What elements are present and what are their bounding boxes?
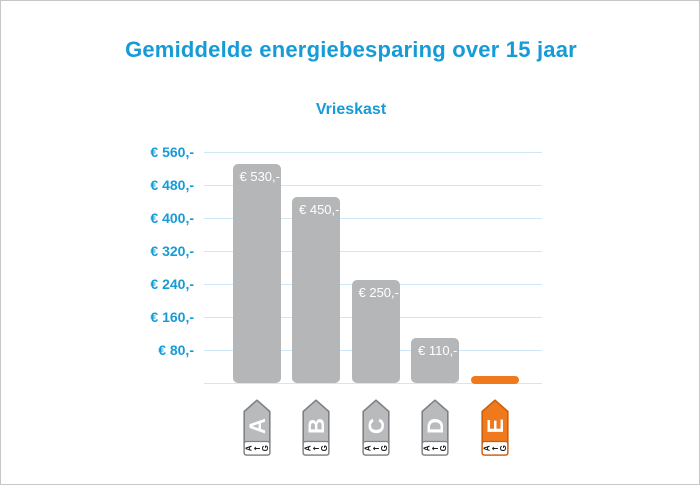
gridline — [204, 251, 542, 252]
energy-tag-icon: B A ← G — [302, 399, 330, 456]
bar-value-label: € 530,- — [239, 169, 280, 185]
energy-label-b: B A ← G — [301, 398, 331, 462]
energy-tag-letter: E — [483, 419, 508, 434]
energy-label-d: D A ← G — [420, 398, 450, 462]
y-axis-tick-label: € 400,- — [150, 210, 194, 226]
chart-title: Gemiddelde energiebesparing over 15 jaar — [125, 37, 577, 62]
energy-tag-scale-a: A — [244, 445, 253, 451]
energy-tag-scale-strip — [421, 440, 449, 456]
energy-tag-letter: A — [245, 418, 270, 434]
bar-value-label: € 450,- — [299, 202, 340, 218]
y-axis-tick-label: € 240,- — [150, 276, 194, 292]
energy-tag-scale-strip — [481, 440, 508, 456]
energy-tag-scale-a: A — [482, 445, 491, 451]
energy-tag-scale-arrow-icon: ← — [253, 444, 260, 453]
energy-tag-scale-arrow-icon: ← — [491, 444, 498, 453]
energy-label-a: A A ← G — [242, 398, 272, 462]
energy-tag-scale-a: A — [423, 445, 432, 451]
y-axis-tick-label: € 320,- — [150, 243, 194, 259]
energy-tag-icon: C A ← G — [361, 399, 390, 456]
bar-d: € 110,- — [411, 337, 459, 383]
gridline — [204, 218, 542, 219]
energy-tag-icon: E A ← G — [480, 399, 509, 456]
energy-tag-scale-a: A — [304, 445, 313, 451]
energy-tag-scale-g: G — [380, 445, 389, 451]
bar-c: € 250,- — [351, 279, 400, 383]
energy-tag-scale-g: G — [499, 445, 508, 451]
energy-tag-scale-strip — [243, 440, 270, 456]
gridline — [204, 152, 542, 153]
energy-label-c: C A ← G — [361, 398, 391, 462]
energy-tag-letter: B — [304, 418, 329, 434]
energy-tag-icon: AA ← G — [242, 399, 271, 456]
gridline — [204, 383, 542, 384]
energy-tag-icon: D A ← G — [421, 399, 449, 456]
energy-tag-letter: C — [364, 418, 389, 434]
gridline — [204, 185, 542, 186]
energy-tag-scale-a: A — [363, 445, 372, 451]
y-axis-tick-label: € 80,- — [158, 342, 194, 358]
energy-tag-scale-arrow-icon: ← — [313, 444, 320, 453]
energy-label-e: E A ← G — [480, 398, 510, 462]
bar-value-label: € 110,- — [418, 342, 458, 358]
energy-tag-scale-g: G — [439, 445, 448, 451]
energy-tag-letter: D — [423, 418, 448, 434]
bar-e-zero-marker — [470, 376, 519, 384]
y-axis-tick-label: € 480,- — [150, 177, 194, 193]
bar-value-label: € 250,- — [358, 284, 399, 300]
bar-a: € 530,- — [232, 164, 281, 383]
energy-tag-scale-g: G — [320, 445, 329, 451]
energy-tag-scale-strip — [302, 440, 330, 456]
energy-tag-scale-g: G — [261, 445, 270, 451]
y-axis-tick-label: € 160,- — [150, 309, 194, 325]
chart-subtitle: Vrieskast — [315, 101, 387, 118]
y-axis-tick-label: € 560,- — [150, 144, 194, 160]
bar-b: € 450,- — [292, 197, 340, 383]
energy-tag-scale-arrow-icon: ← — [432, 444, 439, 453]
energy-tag-scale-strip — [362, 440, 389, 456]
energy-tag-scale-arrow-icon: ← — [372, 444, 379, 453]
